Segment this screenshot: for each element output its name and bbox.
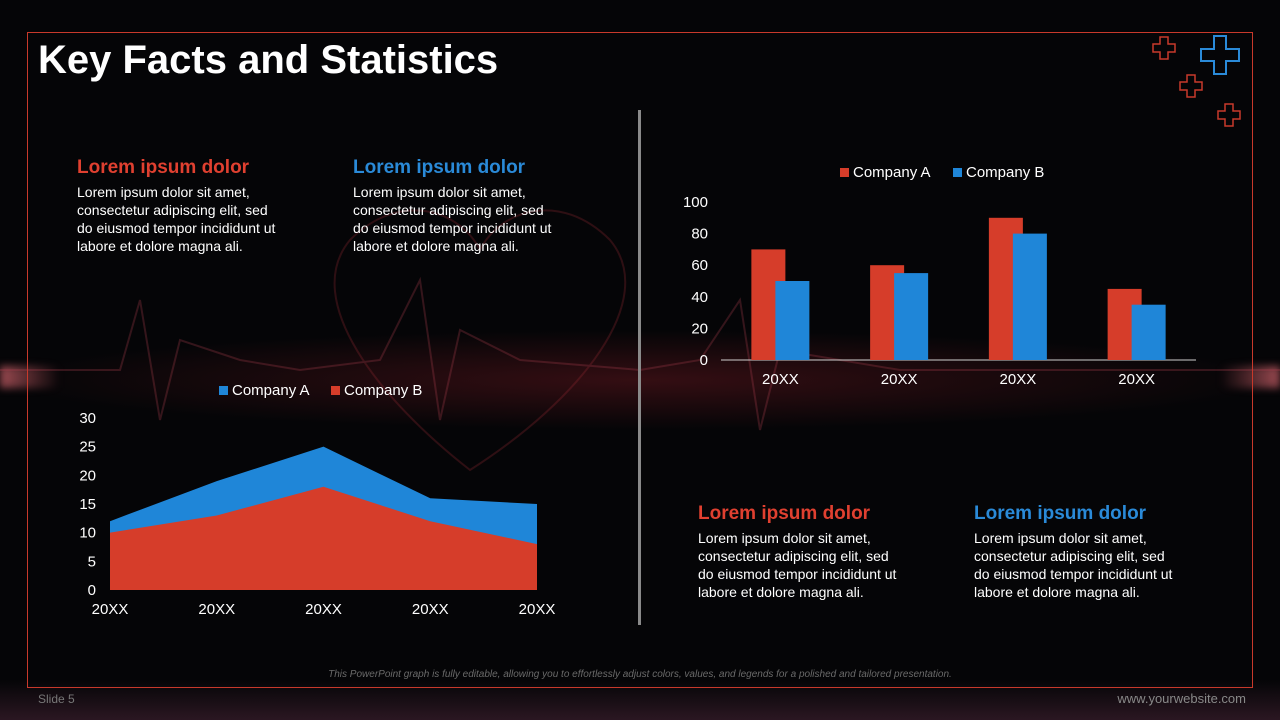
legend-label: Company A (232, 382, 310, 399)
y-tick-label: 30 (79, 410, 96, 427)
x-tick-label: 20XX (412, 601, 449, 618)
text-block-heading: Lorem ipsum dolor (77, 157, 250, 178)
text-block-body: Lorem ipsum dolor sit amet, consectetur … (698, 530, 897, 600)
plus-outline-icon (1217, 103, 1241, 127)
area-series (110, 486, 537, 590)
bottom-glow (0, 680, 1280, 720)
plus-outline-icon (1200, 35, 1240, 75)
background-glow-right (1220, 366, 1280, 388)
x-tick-label: 20XX (519, 601, 556, 618)
y-tick-label: 20 (691, 320, 708, 337)
y-tick-label: 5 (88, 553, 96, 570)
center-divider (638, 110, 641, 625)
legend-swatch (219, 386, 228, 395)
y-tick-label: 60 (691, 257, 708, 274)
x-tick-label: 20XX (198, 601, 235, 618)
footer-note: This PowerPoint graph is fully editable,… (328, 669, 952, 680)
legend-label: Company A (853, 164, 931, 181)
x-tick-label: 20XX (1118, 371, 1155, 388)
slide-frame (27, 32, 1253, 688)
text-block-heading: Lorem ipsum dolor (353, 157, 526, 178)
y-tick-label: 100 (683, 194, 708, 211)
legend-swatch (331, 386, 340, 395)
y-tick-label: 20 (79, 467, 96, 484)
x-tick-label: 20XX (92, 601, 129, 618)
legend-swatch (840, 168, 849, 177)
slide-number: Slide 5 (38, 692, 75, 706)
legend-label: Company B (966, 164, 1044, 181)
x-tick-label: 20XX (881, 371, 918, 388)
bar-chart: Company A Company B 0 20 40 60 80 100 20XX 20XX 20… (683, 164, 1196, 388)
decorative-plus-icons (1152, 35, 1241, 127)
text-block-heading: Lorem ipsum dolor (698, 503, 871, 524)
x-tick-label: 20XX (1000, 371, 1037, 388)
x-tick-label: 20XX (762, 371, 799, 388)
legend-swatch (953, 168, 962, 177)
x-tick-label: 20XX (305, 601, 342, 618)
website-link: www.yourwebsite.com (1117, 691, 1246, 706)
y-tick-label: 15 (79, 496, 96, 513)
y-tick-label: 80 (691, 226, 708, 243)
bar (894, 273, 929, 360)
bar (1012, 233, 1047, 360)
text-block-body: Lorem ipsum dolor sit amet, consectetur … (974, 530, 1173, 600)
text-block-body: Lorem ipsum dolor sit amet, consectetur … (77, 184, 276, 254)
text-block-bottom-left: Lorem ipsum dolor Lorem ipsum dolor sit … (698, 503, 908, 601)
area-chart: Company A Company B 0 5 10 15 20 25 30 20XX 20XX 20… (79, 382, 556, 618)
text-block-heading: Lorem ipsum dolor (974, 503, 1147, 524)
text-block-top-right: Lorem ipsum dolor Lorem ipsum dolor sit … (353, 157, 563, 255)
text-block-body: Lorem ipsum dolor sit amet, consectetur … (353, 184, 552, 254)
y-tick-label: 10 (79, 525, 96, 542)
y-tick-label: 0 (88, 582, 96, 599)
legend-label: Company B (344, 382, 422, 399)
y-tick-label: 40 (691, 289, 708, 306)
plus-outline-icon (1152, 36, 1176, 60)
bar (1131, 304, 1166, 360)
plus-outline-icon (1179, 74, 1203, 98)
y-tick-label: 25 (79, 439, 96, 456)
bar (775, 281, 810, 360)
background-glow-left (0, 366, 60, 388)
text-block-bottom-right: Lorem ipsum dolor Lorem ipsum dolor sit … (974, 503, 1184, 601)
text-block-top-left: Lorem ipsum dolor Lorem ipsum dolor sit … (77, 157, 287, 255)
y-tick-label: 0 (700, 352, 708, 369)
page-title: Key Facts and Statistics (38, 38, 499, 82)
